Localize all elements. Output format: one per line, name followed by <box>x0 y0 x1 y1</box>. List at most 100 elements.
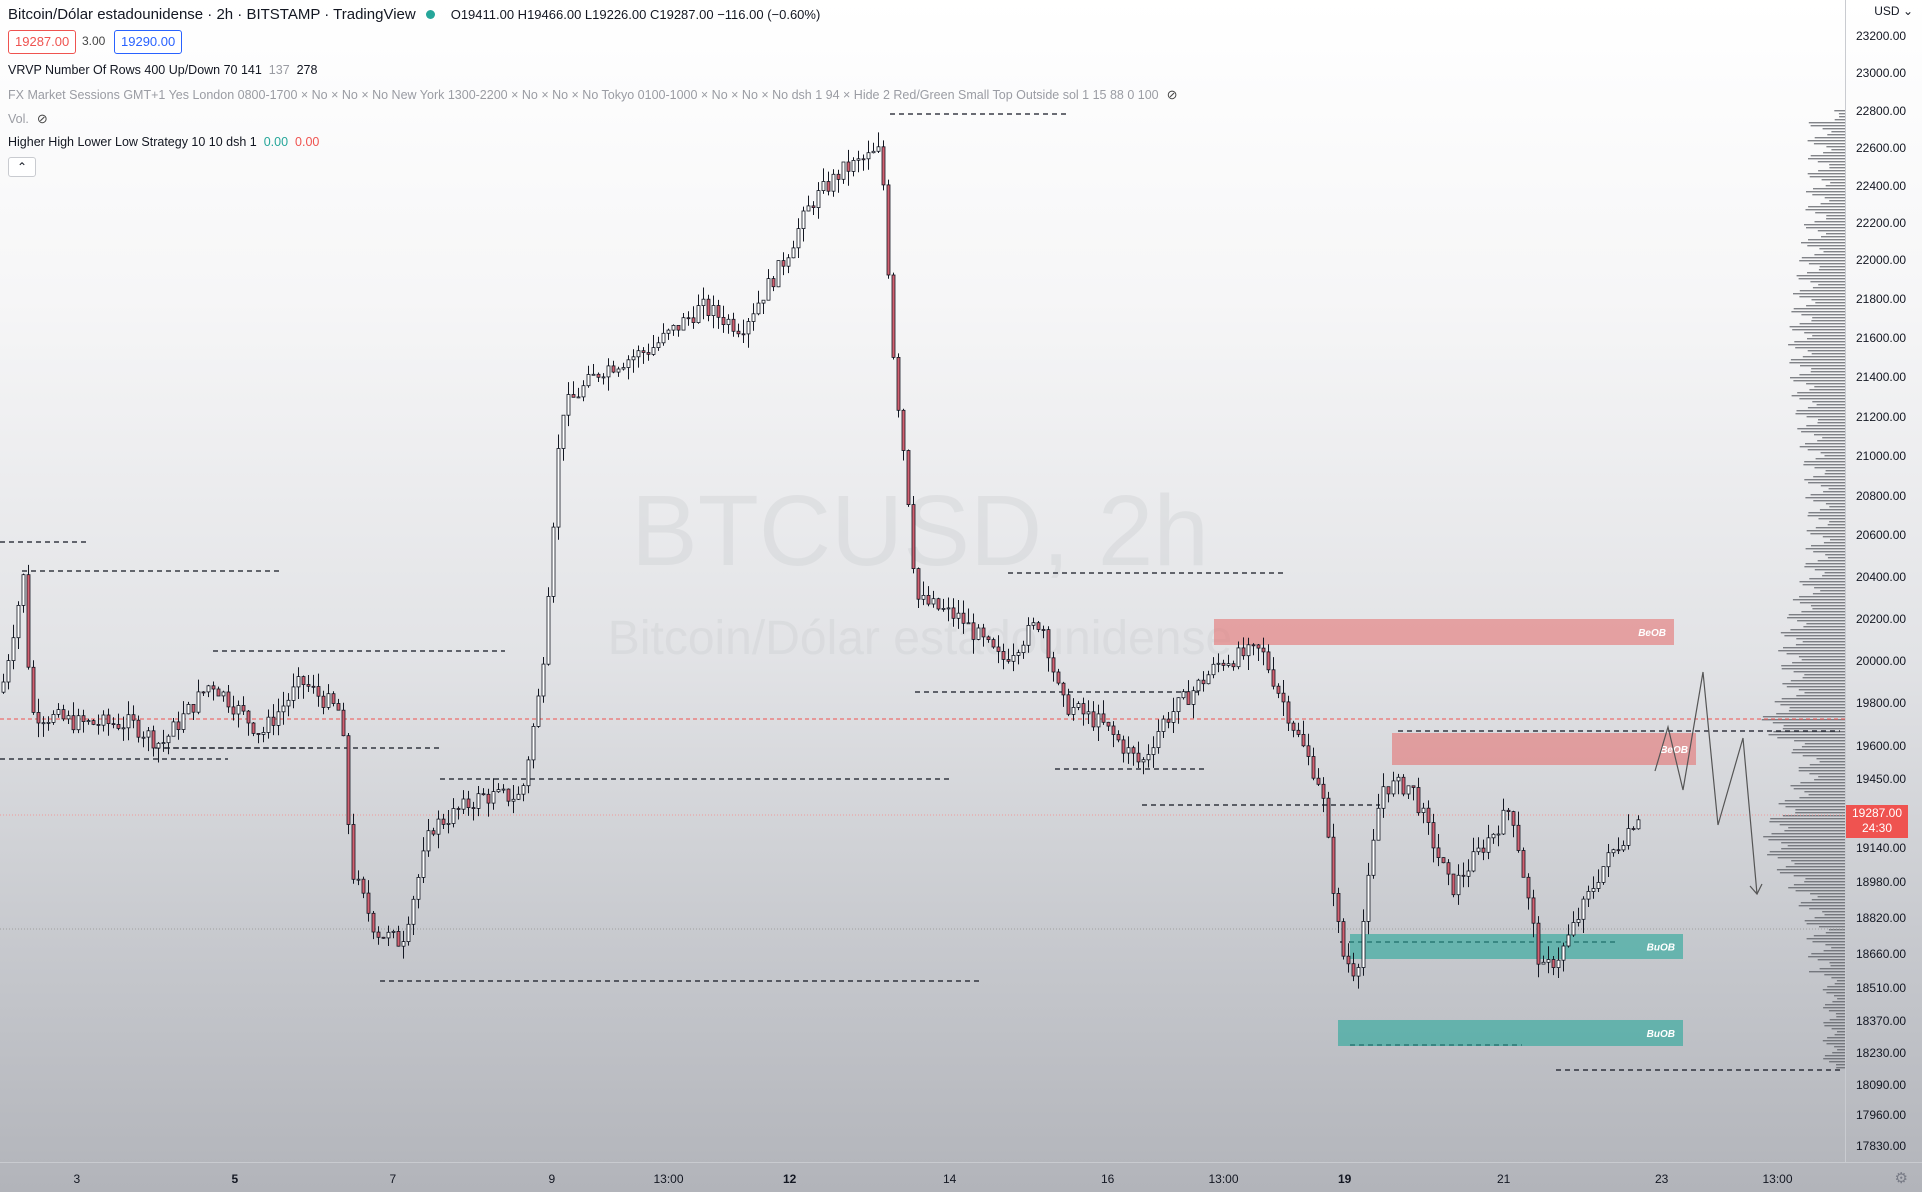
bull-candle <box>1576 919 1581 923</box>
bull-candle <box>1146 754 1151 761</box>
indicator-hhll-up: 0.00 <box>263 135 289 149</box>
vp-bar <box>1802 641 1845 643</box>
vp-bar <box>1801 746 1845 748</box>
bull-candle <box>631 356 636 361</box>
vp-bar <box>1829 200 1845 202</box>
bull-candle <box>1181 691 1186 699</box>
vp-bar <box>1797 620 1845 622</box>
vp-bar <box>1824 572 1845 574</box>
bear-candle <box>731 318 736 332</box>
bear-candle <box>26 574 31 668</box>
symbol-legend[interactable]: Bitcoin/Dólar estadounidense · 2h · BITS… <box>8 6 820 23</box>
bull-candle <box>516 793 521 800</box>
bear-candle <box>916 568 921 600</box>
vp-bar <box>1817 230 1845 232</box>
collapse-legend-button[interactable]: ⌃ <box>8 157 36 177</box>
indicator-hhll[interactable]: Higher High Lower Low Strategy 10 10 dsh… <box>8 135 319 149</box>
bear-candle <box>706 298 711 317</box>
bear-candle <box>676 324 681 331</box>
order-block-zone[interactable] <box>1338 1020 1683 1046</box>
bear-candle <box>211 685 216 690</box>
vp-bar <box>1787 845 1845 847</box>
bull-candle <box>1161 718 1166 732</box>
bear-candle <box>961 612 966 624</box>
vp-bar <box>1823 152 1845 154</box>
vp-bar <box>1808 158 1845 160</box>
vp-bar <box>1836 1064 1845 1066</box>
vp-bar <box>1826 1043 1845 1045</box>
eye-slash-icon[interactable]: ⊘ <box>1166 87 1178 102</box>
indicator-volume[interactable]: Vol. ⊘ <box>8 111 48 127</box>
vp-bar <box>1814 137 1845 139</box>
vp-bar <box>1815 212 1845 214</box>
order-block-zone[interactable] <box>1350 934 1683 959</box>
indicator-vrvp[interactable]: VRVP Number Of Rows 400 Up/Down 70 141 1… <box>8 63 317 77</box>
bear-candle <box>61 709 66 720</box>
vp-bar <box>1802 356 1845 358</box>
price-chart[interactable]: BTCUSD, 2h Bitcoin/Dólar estadounidense … <box>0 0 1845 1162</box>
bear-candle <box>846 161 851 172</box>
price-label: 23000.00 <box>1856 66 1907 80</box>
bear-candle <box>691 317 696 323</box>
bear-candle <box>936 598 941 610</box>
bull-candle <box>126 714 131 729</box>
bear-candle <box>396 931 401 947</box>
bear-candle <box>71 715 76 731</box>
bear-candle <box>646 352 651 355</box>
bull-candle <box>196 691 201 713</box>
vp-bar <box>1831 1028 1845 1030</box>
sell-button[interactable]: 19287.00 <box>8 30 77 54</box>
bull-candle <box>66 715 71 720</box>
vp-bar <box>1810 533 1845 535</box>
indicator-fx-sessions[interactable]: FX Market Sessions GMT+1 Yes London 0800… <box>8 87 1178 103</box>
price-axis[interactable]: USD ⌄ 23200.00 23000.00 22800.00 22600.00 22… <box>1845 0 1922 1162</box>
vp-bar <box>1822 575 1845 577</box>
bull-candle <box>356 878 361 881</box>
bear-candle <box>1386 786 1391 795</box>
vp-bar <box>1792 599 1845 601</box>
bear-candle <box>1066 694 1071 715</box>
bear-candle <box>306 684 311 687</box>
bear-candle <box>116 724 121 729</box>
vp-bar <box>1787 617 1845 619</box>
vp-bar <box>1791 395 1845 397</box>
vp-bar <box>1801 242 1845 244</box>
vp-bar <box>1796 410 1845 412</box>
projection-drawing[interactable] <box>1654 671 1763 896</box>
bull-candle <box>921 595 926 600</box>
vp-bar <box>1781 698 1845 700</box>
vp-bar <box>1825 503 1845 505</box>
bull-candle <box>46 722 51 724</box>
bull-candle <box>1141 759 1146 763</box>
bear-candle <box>1511 811 1516 826</box>
projection-path[interactable] <box>1654 671 1758 895</box>
vp-bar <box>1807 173 1845 175</box>
symbol-title[interactable]: Bitcoin/Dólar estadounidense · 2h · BITS… <box>8 6 416 23</box>
time-axis[interactable]: 3 5 7 9 13:00 12 14 16 13:00 19 21 23 13:00 ⚙ <box>0 1162 1922 1192</box>
bull-candle <box>1156 731 1161 749</box>
buy-button[interactable]: 19290.00 <box>114 30 183 54</box>
bull-candle <box>521 785 526 795</box>
order-block-zone[interactable] <box>1214 619 1674 645</box>
bull-candle <box>156 742 161 749</box>
bull-candle <box>1466 870 1471 877</box>
eye-slash-icon[interactable]: ⊘ <box>36 111 48 126</box>
bear-candle <box>1336 893 1341 922</box>
bull-candle <box>761 299 766 304</box>
vp-bar <box>1780 632 1845 634</box>
bull-candle <box>1406 785 1411 795</box>
bull-candle <box>621 367 626 370</box>
order-block-zone[interactable] <box>1392 733 1696 765</box>
bull-candle <box>666 329 671 334</box>
bull-candle <box>941 608 946 610</box>
bear-candle <box>1321 783 1326 799</box>
price-label: 19450.00 <box>1856 772 1907 786</box>
currency-selector[interactable]: USD ⌄ <box>1874 4 1913 18</box>
vp-bar <box>1819 926 1845 928</box>
bear-candle <box>1266 651 1271 671</box>
bull-candle <box>391 931 396 933</box>
bull-candle <box>461 798 466 810</box>
time-label: 9 <box>548 1172 556 1186</box>
vp-bar <box>1806 425 1845 427</box>
gear-icon[interactable]: ⚙ <box>1894 1170 1908 1187</box>
